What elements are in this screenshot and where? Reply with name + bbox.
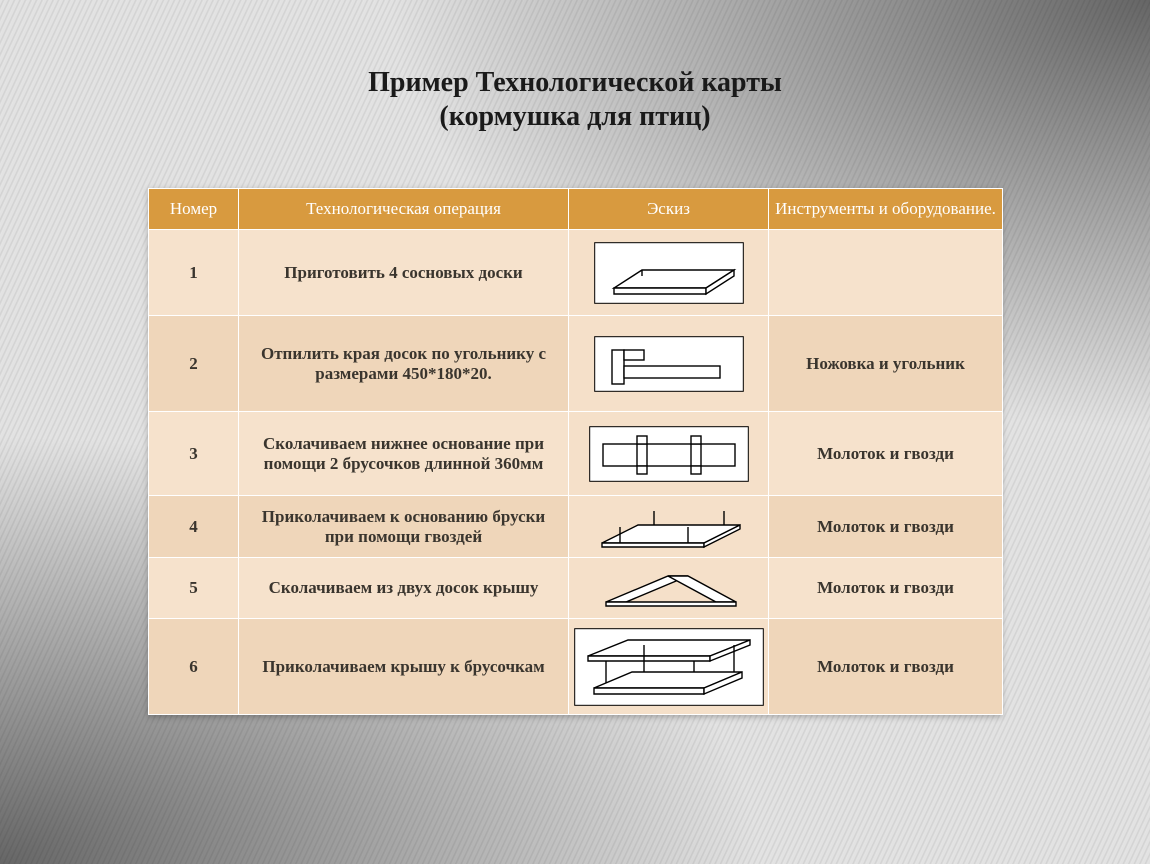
- table-row: 4Приколачиваем к основанию бруски при по…: [149, 496, 1003, 558]
- cell-sketch: [569, 230, 769, 316]
- cell-number: 4: [149, 496, 239, 558]
- cell-tools: Молоток и гвозди: [769, 619, 1003, 715]
- cell-tools: [769, 230, 1003, 316]
- table-row: 6Приколачиваем крышу к брусочкам Молоток …: [149, 619, 1003, 715]
- title-line-1: Пример Технологической карты: [0, 66, 1150, 100]
- cell-number: 2: [149, 316, 239, 412]
- cell-number: 1: [149, 230, 239, 316]
- tech-card-table: Номер Технологическая операция Эскиз Инс…: [148, 188, 1003, 715]
- header-tools: Инструменты и оборудование.: [769, 189, 1003, 230]
- plank-sketch-icon: [569, 242, 768, 304]
- roof-sketch-icon: [569, 562, 768, 614]
- slide-stage: Пример Технологической карты (кормушка д…: [0, 0, 1150, 864]
- base-sketch-icon: [569, 426, 768, 482]
- header-operation: Технологическая операция: [239, 189, 569, 230]
- cell-sketch: [569, 316, 769, 412]
- header-row: Номер Технологическая операция Эскиз Инс…: [149, 189, 1003, 230]
- header-sketch: Эскиз: [569, 189, 769, 230]
- cell-sketch: [569, 412, 769, 496]
- cell-tools: Ножовка и угольник: [769, 316, 1003, 412]
- header-number: Номер: [149, 189, 239, 230]
- cell-sketch: [569, 619, 769, 715]
- cell-tools: Молоток и гвозди: [769, 496, 1003, 558]
- cell-tools: Молоток и гвозди: [769, 412, 1003, 496]
- title-block: Пример Технологической карты (кормушка д…: [0, 66, 1150, 133]
- table-row: 2Отпилить края досок по угольнику с разм…: [149, 316, 1003, 412]
- cell-sketch: [569, 496, 769, 558]
- title-line-2: (кормушка для птиц): [0, 100, 1150, 134]
- cell-operation: Приколачиваем крышу к брусочкам: [239, 619, 569, 715]
- table-row: 1Приготовить 4 сосновых доски: [149, 230, 1003, 316]
- cell-number: 3: [149, 412, 239, 496]
- table-row: 3Сколачиваем нижнее основание при помощи…: [149, 412, 1003, 496]
- cell-operation: Приготовить 4 сосновых доски: [239, 230, 569, 316]
- cell-number: 6: [149, 619, 239, 715]
- cell-sketch: [569, 558, 769, 619]
- assembly-sketch-icon: [569, 628, 768, 706]
- cell-operation: Сколачиваем нижнее основание при помощи …: [239, 412, 569, 496]
- cell-tools: Молоток и гвозди: [769, 558, 1003, 619]
- cell-operation: Приколачиваем к основанию бруски при пом…: [239, 496, 569, 558]
- cell-number: 5: [149, 558, 239, 619]
- table-body: 1Приготовить 4 сосновых доски2Отпилить к…: [149, 230, 1003, 715]
- posts-sketch-icon: [569, 501, 768, 553]
- table-row: 5Сколачиваем из двух досок крышу Молоток …: [149, 558, 1003, 619]
- square-sketch-icon: [569, 336, 768, 392]
- cell-operation: Сколачиваем из двух досок крышу: [239, 558, 569, 619]
- table-card: Номер Технологическая операция Эскиз Инс…: [148, 188, 1002, 715]
- cell-operation: Отпилить края досок по угольнику с разме…: [239, 316, 569, 412]
